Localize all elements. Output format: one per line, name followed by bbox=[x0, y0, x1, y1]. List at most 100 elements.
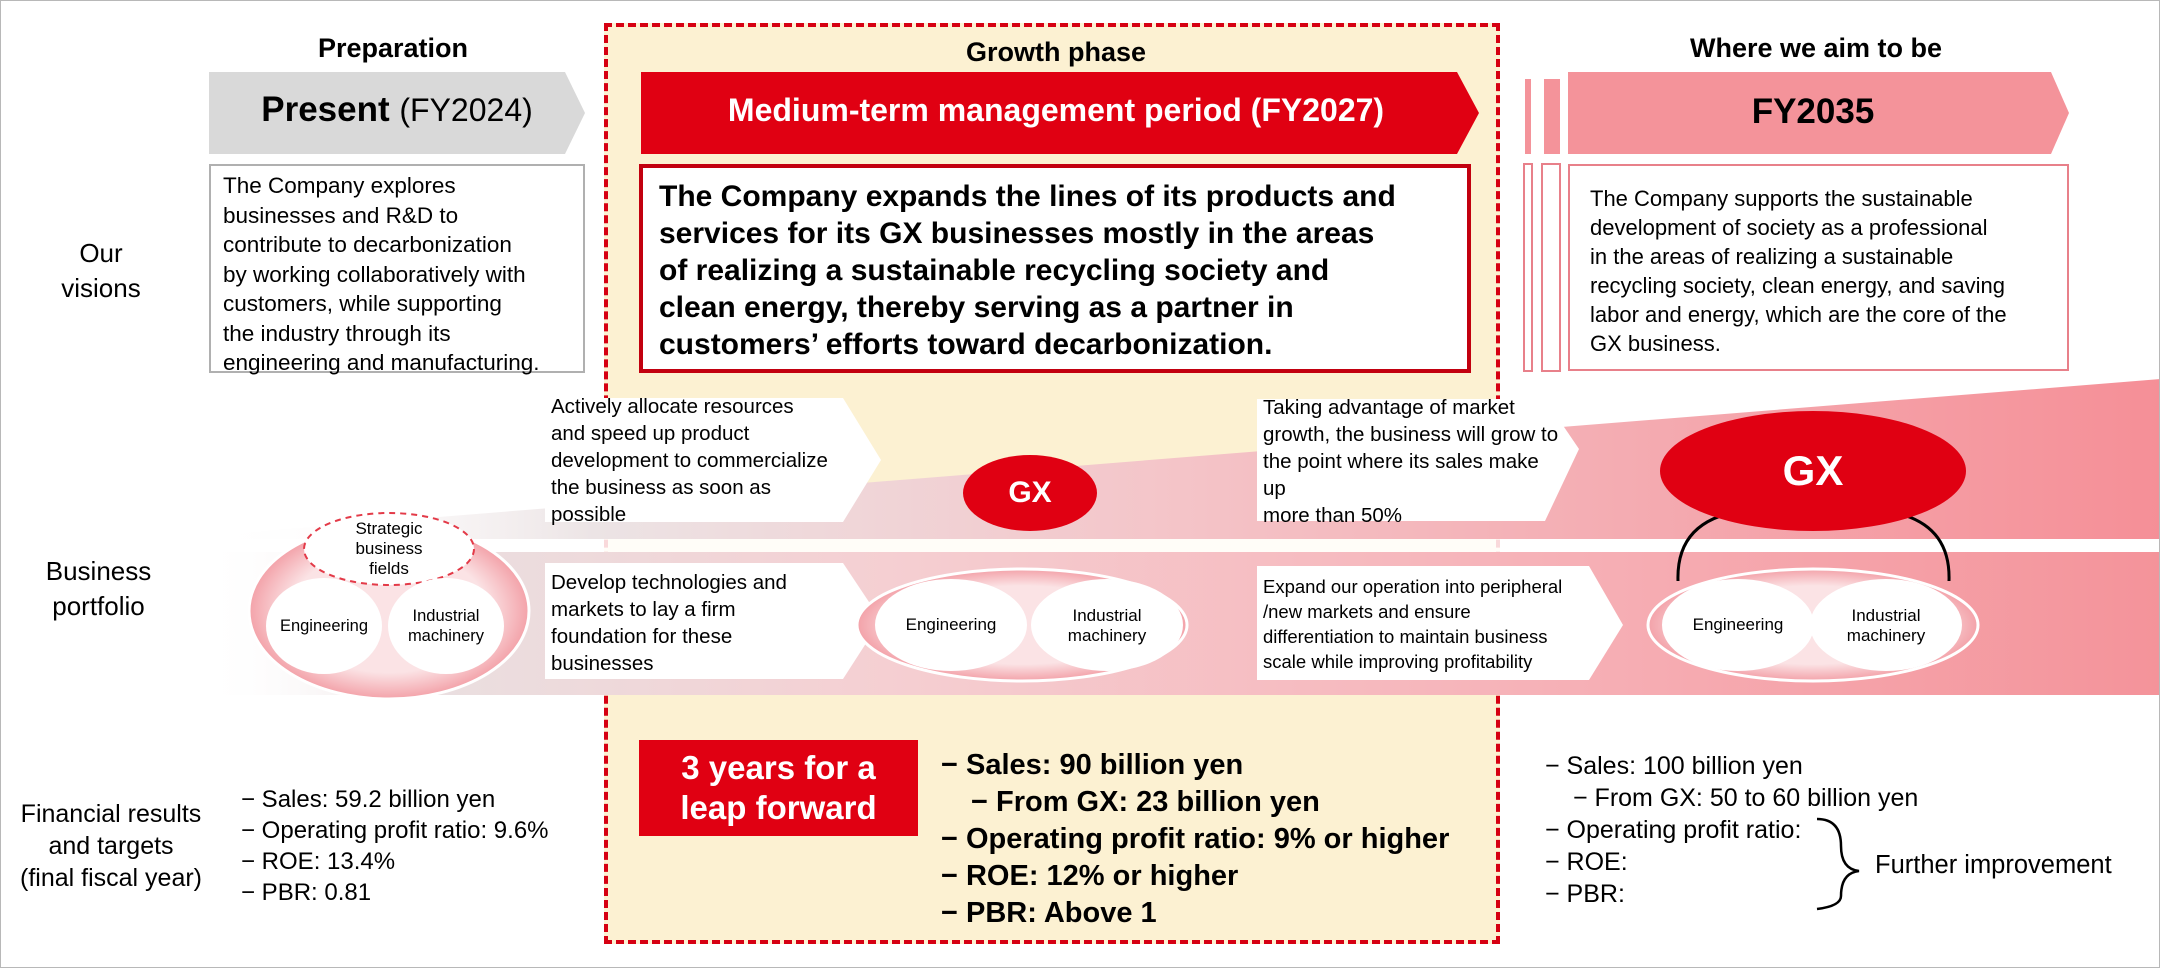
vision-medium: The Company expands the lines of its pro… bbox=[639, 164, 1471, 373]
leap-line: 3 years for a bbox=[681, 749, 876, 786]
fy2035-machinery-ellipse bbox=[1810, 579, 1962, 671]
financial-pbr: − PBR: Above 1 bbox=[941, 897, 1157, 929]
column-header-preparation: Preparation bbox=[317, 33, 469, 63]
arrow-shape-top-2 bbox=[1257, 399, 1579, 521]
leap-line: leap forward bbox=[680, 789, 877, 826]
arrow-line: the business as soon as bbox=[551, 475, 771, 499]
arrow-line: markets to lay a firm bbox=[551, 597, 736, 621]
present-label: Present bbox=[261, 90, 390, 129]
medium-engineering-label: Engineering bbox=[905, 615, 997, 634]
present-banner-label: Present (FY2024) bbox=[209, 90, 585, 130]
strategic-line: Strategic bbox=[355, 519, 423, 538]
arrow-line: Taking advantage of market bbox=[1263, 395, 1515, 419]
financial-line: − Sales: 59.2 billion yen bbox=[241, 786, 496, 813]
vision-line: The Company supports the sustainable bbox=[1590, 186, 1973, 211]
arrow-line: /new markets and ensure bbox=[1263, 601, 1471, 622]
fy2035-engineering-label: Engineering bbox=[1692, 615, 1784, 634]
vision-line: customers’ efforts toward decarbonizatio… bbox=[659, 328, 1273, 361]
vision-line: clean energy, thereby serving as a partn… bbox=[659, 291, 1294, 324]
arrow-text-top-2: Taking advantage of market growth, the b… bbox=[1253, 396, 1563, 527]
vision-line: customers, while supporting bbox=[223, 291, 502, 316]
column-header-growth: Growth phase bbox=[965, 37, 1147, 67]
arrow-line: Actively allocate resources bbox=[551, 394, 794, 418]
machinery-line: machinery bbox=[1067, 626, 1147, 645]
financial-gx: − From GX: 50 to 60 billion yen bbox=[1573, 784, 1919, 812]
arrow-line: development to commercialize bbox=[551, 448, 828, 472]
arrow-line: foundation for these bbox=[551, 624, 733, 648]
fy2035-vision-stripe-2 bbox=[1541, 163, 1561, 372]
fy2035-banner-stripe-1 bbox=[1525, 79, 1531, 154]
row-label-line: Our bbox=[79, 238, 123, 268]
financial-line: − PBR: 0.81 bbox=[241, 879, 372, 906]
medium-machinery-label: Industrial machinery bbox=[1031, 605, 1183, 647]
present-machinery-ellipse bbox=[388, 578, 504, 674]
medium-banner-label: Medium-term management period (FY2027) bbox=[727, 92, 1385, 128]
financial-sales: − Sales: 90 billion yen bbox=[941, 749, 1244, 781]
further-improvement-label: Further improvement bbox=[1875, 851, 2112, 879]
vision-line: recycling society, clean energy, and sav… bbox=[1590, 273, 2005, 298]
strategic-line: business bbox=[355, 539, 423, 558]
vision-line: engineering and manufacturing. bbox=[223, 350, 540, 375]
financial-roe: − ROE: 12% or higher bbox=[941, 860, 1239, 892]
vision-line: labor and energy, which are the core of … bbox=[1590, 302, 2007, 327]
machinery-line: Industrial bbox=[412, 607, 480, 625]
arrow-line: and speed up product bbox=[551, 421, 750, 445]
financial-opr: − Operating profit ratio: bbox=[1545, 816, 1802, 844]
arrow-shape-bottom-2 bbox=[1257, 566, 1623, 680]
present-engineering-label: Engineering bbox=[279, 617, 369, 635]
financial-line: − ROE: 13.4% bbox=[241, 848, 396, 875]
row-label-line: portfolio bbox=[52, 591, 145, 621]
arrow-line: growth, the business will grow to bbox=[1263, 422, 1559, 446]
machinery-line: Industrial bbox=[1072, 606, 1142, 625]
arrow-text-top-1: Actively allocate resources and speed up… bbox=[541, 394, 871, 526]
present-machinery-label: Industrial machinery bbox=[388, 605, 504, 647]
improvement-brace bbox=[1816, 817, 1860, 911]
financial-opr: − Operating profit ratio: 9% or higher bbox=[941, 823, 1450, 855]
row-label-line: (final fiscal year) bbox=[20, 864, 202, 892]
financial-sales: − Sales: 100 billion yen bbox=[1545, 752, 1803, 780]
medium-gx-ellipse bbox=[963, 455, 1097, 531]
fy2035-banner-stripe-2 bbox=[1544, 79, 1560, 154]
financials-fy2035: − Sales: 100 billion yen − From GX: 50 t… bbox=[1545, 750, 1945, 910]
vision-line: the industry through its bbox=[223, 320, 451, 346]
present-engineering-ellipse bbox=[266, 578, 382, 674]
machinery-line: Industrial bbox=[1851, 606, 1921, 625]
financials-present: − Sales: 59.2 billion yen − Operating pr… bbox=[241, 784, 601, 908]
strategic-line: fields bbox=[369, 559, 409, 578]
row-label-line: visions bbox=[61, 273, 141, 303]
medium-banner bbox=[641, 72, 1479, 154]
fy2035-vision-stripe-1 bbox=[1523, 163, 1533, 372]
financials-medium: − Sales: 90 billion yen − From GX: 23 bi… bbox=[941, 747, 1501, 932]
strategic-fields-ellipse bbox=[303, 512, 475, 586]
fy2035-banner bbox=[1568, 72, 2069, 154]
arrow-text-bottom-2: Expand our operation into peripheral /ne… bbox=[1253, 568, 1603, 680]
present-year: (FY2024) bbox=[399, 92, 533, 128]
row-label-portfolio: Business portfolio bbox=[26, 554, 171, 624]
arrow-line: Develop technologies and bbox=[551, 570, 787, 594]
vision-present: The Company explores businesses and R&D … bbox=[209, 164, 585, 375]
vision-line: The Company explores bbox=[223, 173, 456, 198]
vision-line: of realizing a sustainable recycling soc… bbox=[659, 254, 1330, 287]
vision-line: GX business. bbox=[1590, 331, 1721, 356]
fy2035-banner-label: FY2035 bbox=[1751, 92, 1875, 131]
row-label-visions: Our visions bbox=[41, 236, 161, 306]
row-label-line: Business bbox=[45, 556, 152, 586]
financial-line: − Operating profit ratio: 9.6% bbox=[241, 817, 549, 844]
arrow-text-bottom-1: Develop technologies and markets to lay … bbox=[541, 566, 861, 679]
arrow-line: the point where its sales make up bbox=[1263, 449, 1539, 500]
fy2035-gx-label: GX bbox=[1782, 447, 1844, 494]
vision-fy2035: The Company supports the sustainable dev… bbox=[1568, 164, 2069, 371]
row-label-financial: Financial results and targets (final fis… bbox=[6, 798, 216, 894]
machinery-line: machinery bbox=[407, 627, 485, 645]
financial-roe: − ROE: bbox=[1545, 848, 1628, 876]
fy2035-engineering-ellipse bbox=[1662, 579, 1814, 671]
strategic-fields-label: Strategic business fields bbox=[304, 517, 474, 581]
leap-forward-badge: 3 years for a leap forward bbox=[639, 740, 918, 836]
column-header-aim: Where we aim to be bbox=[1689, 33, 1943, 63]
arrow-line: businesses bbox=[551, 651, 654, 675]
vision-line: services for its GX businesses mostly in… bbox=[659, 217, 1375, 250]
arrow-line: possible bbox=[551, 502, 627, 526]
vision-line: The Company expands the lines of its pro… bbox=[659, 180, 1396, 213]
